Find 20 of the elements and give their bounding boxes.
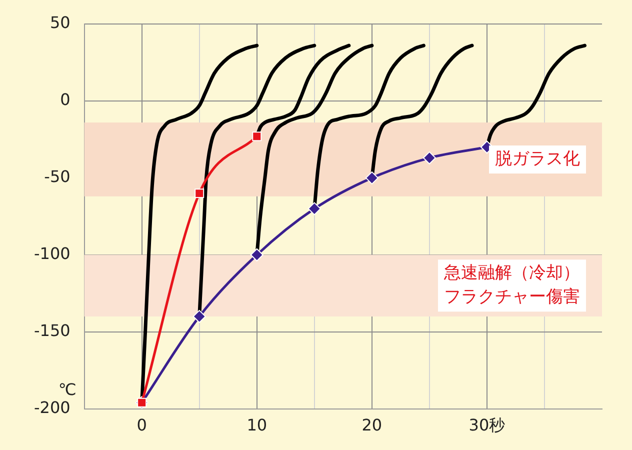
y-tick-label: 0 [60,90,70,110]
point [192,310,206,323]
x-tick-label: 20 [362,416,382,435]
y-tick-label: -150 [34,320,70,340]
band-label: 急速融解（冷却）フラクチャー傷害 [443,263,580,308]
point [365,171,378,184]
x-tick-label: 10 [246,416,268,435]
y-tick-label: -200 [34,398,70,417]
point [194,188,204,198]
x-tick-label: 0 [136,416,147,435]
point [250,248,264,262]
y-tick-label: 50 [50,13,70,32]
y-tick-label: -100 [34,244,70,264]
point [252,132,262,142]
point [422,151,436,164]
x-tick-label: 30秒 [468,416,506,435]
point [308,202,321,216]
y-tick-label: -50 [44,167,70,186]
y-axis-title: ℃ [58,380,76,399]
band-label: 脱ガラス化 [495,148,580,169]
